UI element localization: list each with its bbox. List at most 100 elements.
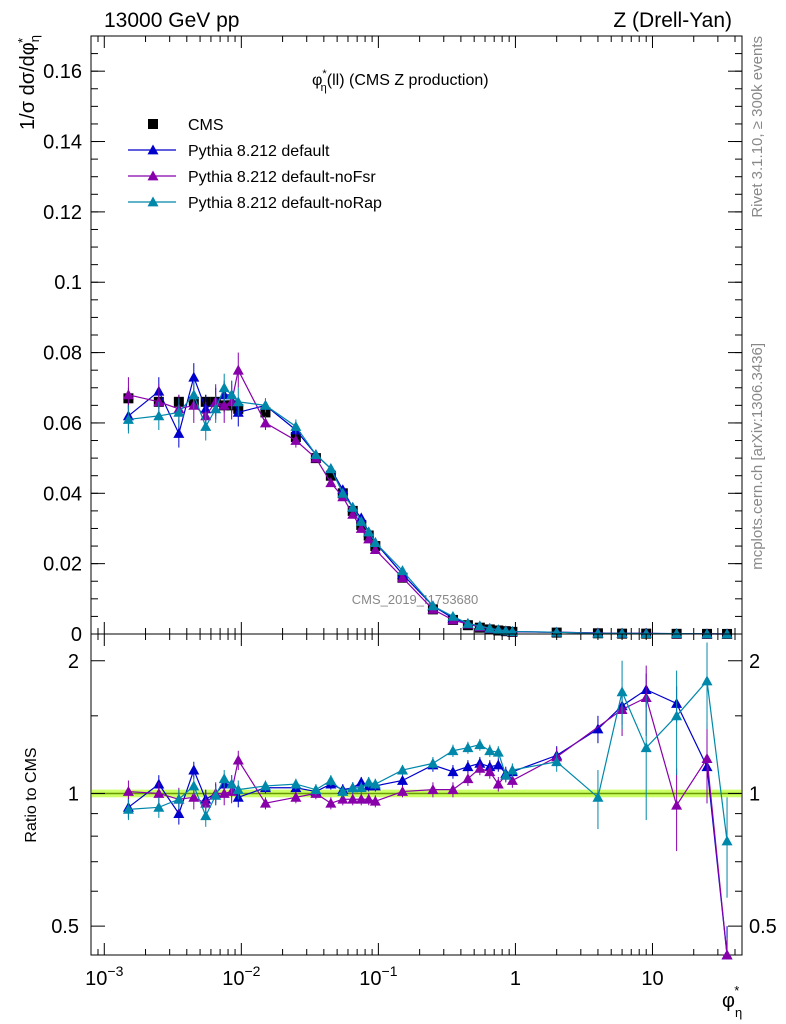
x-axis-label: φη* bbox=[722, 983, 742, 1020]
ratio-point bbox=[462, 773, 474, 784]
ratio-point bbox=[188, 780, 200, 791]
ratio-point bbox=[701, 675, 713, 686]
data-point bbox=[721, 628, 733, 639]
legend-label: Pythia 8.212 default bbox=[188, 143, 330, 160]
y-tick-label: 0.08 bbox=[43, 343, 82, 365]
ratio-point bbox=[721, 835, 733, 846]
ratio-point bbox=[427, 757, 439, 768]
ratio-point bbox=[701, 753, 713, 763]
ratio-point bbox=[259, 780, 271, 791]
plot-title: φ* η(ll) (CMS Z production) bbox=[312, 68, 489, 94]
data-point bbox=[474, 620, 486, 631]
ratio-series-noFsr bbox=[122, 665, 733, 960]
ratio-point bbox=[363, 776, 375, 787]
legend-item: CMS bbox=[148, 117, 224, 134]
ratio-point bbox=[218, 773, 230, 784]
ratio-point bbox=[640, 742, 652, 753]
ratio-point bbox=[447, 766, 459, 777]
x-tick-label: 10 bbox=[641, 968, 663, 990]
header-right: Z (Drell-Yan) bbox=[613, 9, 732, 32]
ratio-point bbox=[474, 739, 486, 750]
x-tick-label: 10−3 bbox=[85, 963, 123, 990]
ratio-y-tick-label-left: 1 bbox=[68, 783, 79, 805]
ratio-point bbox=[153, 787, 165, 798]
y-tick-label: 0.14 bbox=[43, 132, 82, 154]
y-tick-label: 0 bbox=[71, 624, 82, 646]
side-text-top: Rivet 3.1.10, ≥ 300k events bbox=[749, 36, 766, 218]
legend-label: CMS bbox=[188, 117, 224, 134]
ratio-point bbox=[671, 710, 683, 721]
data-point bbox=[218, 382, 230, 393]
ratio-point bbox=[592, 791, 604, 802]
ratio-point bbox=[492, 778, 504, 789]
data-point bbox=[369, 537, 381, 547]
ratio-point bbox=[462, 761, 474, 772]
ratio-point bbox=[506, 764, 518, 775]
data-point bbox=[484, 622, 496, 633]
ratio-point bbox=[290, 791, 302, 802]
ratio-point bbox=[188, 764, 200, 775]
data-point bbox=[640, 628, 652, 639]
ratio-point bbox=[397, 774, 409, 785]
data-point bbox=[671, 628, 683, 639]
data-point bbox=[325, 470, 336, 481]
data-point bbox=[492, 624, 504, 635]
ratio-y-tick-label-left: 2 bbox=[68, 651, 79, 673]
y-tick-label: 0.16 bbox=[43, 61, 82, 83]
ratio-point bbox=[447, 784, 459, 795]
data-point bbox=[290, 420, 302, 431]
legend-marker bbox=[147, 196, 159, 207]
ratio-point bbox=[363, 793, 375, 804]
ratio-point bbox=[462, 742, 474, 753]
main-panel: CMS_2019_I1753680 φ* η(ll) (CMS Z product… bbox=[43, 35, 743, 646]
watermark: CMS_2019_I1753680 bbox=[352, 592, 479, 607]
ratio-point bbox=[427, 784, 439, 795]
ratio-point bbox=[355, 782, 367, 793]
ratio-point bbox=[337, 793, 349, 804]
ratio-point bbox=[500, 769, 512, 780]
data-point bbox=[200, 420, 212, 431]
data-point bbox=[210, 403, 222, 414]
side-text-bottom: mcplots.cern.ch [arXiv:1306.3436] bbox=[749, 343, 766, 570]
ratio-point bbox=[325, 774, 337, 785]
legend-label: Pythia 8.212 default-noRap bbox=[188, 195, 382, 212]
data-point bbox=[226, 389, 238, 400]
data-point bbox=[616, 627, 628, 638]
ratio-series-noRap bbox=[122, 642, 733, 898]
data-point bbox=[337, 487, 349, 498]
data-point bbox=[173, 427, 185, 438]
data-point bbox=[347, 508, 359, 519]
ratio-point bbox=[397, 764, 409, 775]
series-noRap bbox=[122, 373, 733, 639]
ratio-point bbox=[200, 797, 212, 808]
legend-marker bbox=[148, 119, 158, 129]
ratio-point bbox=[153, 801, 165, 812]
data-point bbox=[232, 396, 244, 407]
ratio-point bbox=[337, 786, 349, 796]
ratio-point bbox=[447, 745, 459, 756]
ratio-point bbox=[474, 762, 486, 773]
ratio-point bbox=[173, 808, 185, 819]
ratio-point bbox=[232, 784, 244, 795]
data-point bbox=[232, 364, 244, 375]
ratio-point bbox=[484, 745, 496, 756]
ratio-y-tick-label-left: 0.5 bbox=[51, 916, 79, 938]
ratio-point bbox=[355, 776, 367, 787]
ratio-point bbox=[200, 810, 212, 821]
ratio-point bbox=[397, 786, 409, 796]
ratio-point bbox=[484, 766, 496, 777]
data-point bbox=[325, 463, 337, 474]
ratio-point bbox=[369, 795, 381, 806]
ratio-point bbox=[232, 754, 244, 765]
main-ylabel: 1/σ dσ/dφη* bbox=[15, 35, 42, 130]
data-point bbox=[355, 522, 367, 533]
ratio-point bbox=[325, 797, 337, 808]
data-point bbox=[122, 389, 134, 400]
ratio-point bbox=[122, 803, 134, 814]
y-tick-label: 0.04 bbox=[43, 483, 82, 505]
ratio-point bbox=[721, 949, 733, 960]
ratio-y-tick-label-right: 2 bbox=[749, 651, 760, 673]
ratio-point bbox=[492, 759, 504, 770]
data-point bbox=[173, 406, 185, 417]
data-point bbox=[259, 399, 271, 410]
